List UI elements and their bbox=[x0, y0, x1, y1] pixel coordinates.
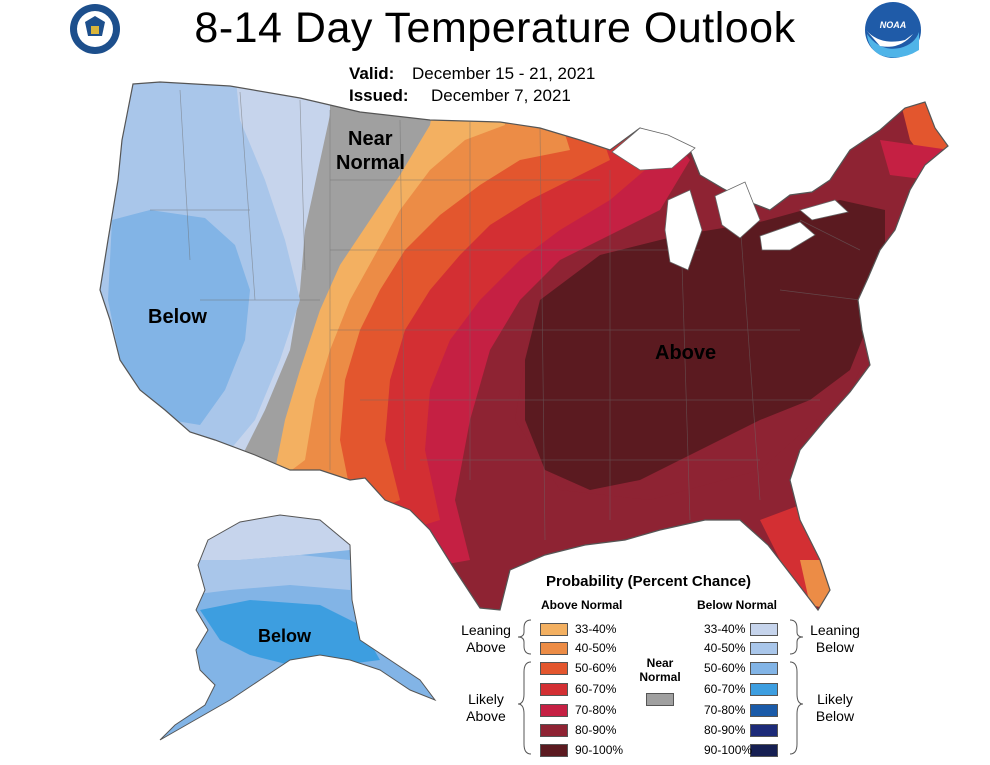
legend-near-swatch bbox=[646, 693, 674, 706]
legend-below-swatch bbox=[750, 724, 778, 737]
legend-below-swatch bbox=[750, 744, 778, 757]
great-lakes bbox=[611, 127, 849, 271]
legend-below-label: 50-60% bbox=[704, 661, 746, 675]
legend-leaning-below-1: Leaning bbox=[810, 622, 860, 638]
legend-above-label: 90-100% bbox=[575, 743, 624, 757]
legend-above-label: 80-90% bbox=[575, 723, 617, 737]
legend-title: Probability (Percent Chance) bbox=[546, 573, 752, 590]
legend-above-label: 60-70% bbox=[575, 682, 617, 696]
legend-above-swatch bbox=[540, 704, 568, 717]
legend-above-swatch bbox=[540, 642, 568, 655]
legend-likely-above-2: Above bbox=[466, 708, 506, 724]
legend-likely-above-1: Likely bbox=[468, 691, 504, 707]
map-label-alaska-below: Below bbox=[258, 626, 312, 646]
legend-below-swatch bbox=[750, 704, 778, 717]
legend-above-label: 70-80% bbox=[575, 703, 617, 717]
legend-leaning-below-2: Below bbox=[815, 639, 855, 655]
legend-leaning-above-1: Leaning bbox=[461, 622, 511, 638]
legend-above-label: 50-60% bbox=[575, 661, 617, 675]
legend-likely-below-2: Below bbox=[815, 708, 855, 724]
noaa-text: NOAA bbox=[879, 20, 907, 30]
legend-below-label: 40-50% bbox=[704, 641, 746, 655]
legend-above-swatch bbox=[540, 623, 568, 636]
legend-above-label: 40-50% bbox=[575, 641, 617, 655]
legend-below-label: 60-70% bbox=[704, 682, 746, 696]
legend-below-swatch bbox=[750, 642, 778, 655]
map-label-near-normal-1: Near bbox=[348, 128, 393, 150]
noaa-logo-icon bbox=[865, 2, 921, 58]
legend-below-head: Below Normal bbox=[697, 598, 778, 612]
legend-above-swatch bbox=[540, 744, 568, 757]
commerce-seal-icon bbox=[70, 4, 120, 54]
legend-above-swatch bbox=[540, 724, 568, 737]
page-title: 8-14 Day Temperature Outlook bbox=[194, 4, 796, 52]
legend-above-swatch bbox=[540, 683, 568, 696]
issued-label: Issued: bbox=[349, 86, 409, 105]
legend-below-label: 33-40% bbox=[704, 622, 746, 636]
legend-above-label: 33-40% bbox=[575, 622, 617, 636]
legend-below-swatch bbox=[750, 683, 778, 696]
map-label-above: Above bbox=[655, 342, 717, 364]
map-label-below: Below bbox=[148, 306, 207, 328]
issued-value: December 7, 2021 bbox=[431, 86, 571, 105]
legend-leaning-above-2: Above bbox=[466, 639, 506, 655]
legend-likely-below-1: Likely bbox=[817, 691, 853, 707]
valid-value: December 15 - 21, 2021 bbox=[412, 64, 596, 83]
legend-below-label: 90-100% bbox=[704, 743, 753, 757]
legend-near-1: Near bbox=[646, 656, 674, 670]
map-label-near-normal-2: Normal bbox=[336, 152, 405, 174]
legend-below-label: 70-80% bbox=[704, 703, 746, 717]
legend-below-label: 80-90% bbox=[704, 723, 746, 737]
legend-above-head: Above Normal bbox=[541, 598, 623, 612]
valid-label: Valid: bbox=[349, 64, 395, 83]
legend-below-swatch bbox=[750, 623, 778, 636]
legend-above-swatch bbox=[540, 662, 568, 675]
legend-below-swatch bbox=[750, 662, 778, 675]
legend-near-2: Normal bbox=[639, 670, 681, 684]
